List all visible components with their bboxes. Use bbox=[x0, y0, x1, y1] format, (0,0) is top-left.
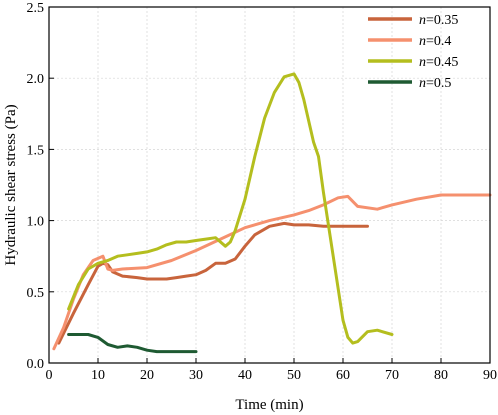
legend-variable: n bbox=[419, 55, 426, 70]
legend-entry-label: n=0.4 bbox=[419, 34, 451, 49]
x-tick-label: 70 bbox=[385, 368, 399, 383]
x-tick-label: 10 bbox=[91, 368, 105, 383]
legend-variable: n bbox=[419, 34, 426, 49]
x-tick-label: 60 bbox=[336, 368, 350, 383]
x-tick-label: 50 bbox=[287, 368, 301, 383]
x-axis-title: Time (min) bbox=[235, 397, 303, 413]
legend-entry-label: n=0.45 bbox=[419, 55, 458, 70]
series-line-3 bbox=[67, 72, 394, 345]
legend-value: =0.45 bbox=[426, 55, 458, 70]
y-tick-label: 0.5 bbox=[27, 286, 45, 301]
x-tick-label: 20 bbox=[140, 368, 154, 383]
series-lines bbox=[52, 72, 492, 354]
y-axis-title: Hydraulic shear stress (Pa) bbox=[3, 104, 19, 265]
y-tick-label: 2.0 bbox=[27, 72, 45, 87]
legend-variable: n bbox=[419, 13, 426, 28]
legend-value: =0.5 bbox=[426, 76, 451, 91]
y-tick-label: 0.0 bbox=[27, 357, 45, 372]
series-line-2 bbox=[52, 193, 492, 351]
x-tick-label: 40 bbox=[238, 368, 252, 383]
x-tick-label: 80 bbox=[434, 368, 448, 383]
y-tick-label: 2.5 bbox=[27, 1, 45, 16]
legend-variable: n bbox=[419, 76, 426, 91]
y-tick-label: 1.5 bbox=[27, 143, 45, 158]
x-tick-label: 0 bbox=[46, 368, 53, 383]
legend-entry-label: n=0.35 bbox=[419, 13, 458, 28]
legend-value: =0.35 bbox=[426, 13, 458, 28]
x-tick-label: 90 bbox=[483, 368, 497, 383]
legend-value: =0.4 bbox=[426, 34, 451, 49]
x-tick-label: 30 bbox=[189, 368, 203, 383]
series-line-4 bbox=[67, 333, 198, 354]
y-tick-label: 1.0 bbox=[27, 215, 45, 230]
legend: n=0.35n=0.4n=0.45n=0.5 bbox=[368, 13, 458, 91]
plot-frame bbox=[48, 6, 491, 364]
axis-ticks: 0 10 20 30 40 50 60 70 80 90 0.0 0.5 1.0 1.5 2.0 2.5 bbox=[27, 1, 498, 383]
legend-entry-label: n=0.5 bbox=[419, 76, 451, 91]
